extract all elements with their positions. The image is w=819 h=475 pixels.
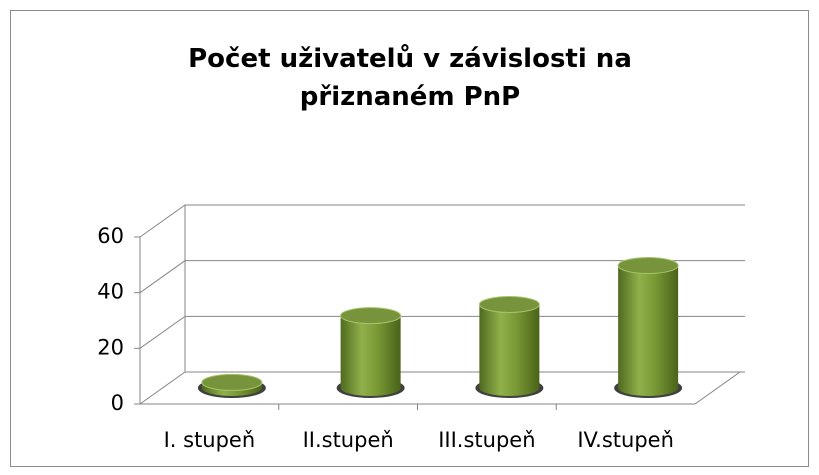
grid-line [139,371,745,405]
bar [479,304,540,396]
x-tick-label: III.stupeň [438,428,535,452]
bar-top [478,296,540,313]
bar [618,265,679,396]
grid-line [139,315,745,349]
y-tick-label: 0 [111,391,124,415]
bar-top [201,373,263,391]
bar-top [617,257,679,275]
bar-top [340,307,402,325]
grid-line [139,204,745,238]
x-tick-label: I. stupeň [164,428,256,452]
y-tick-label: 40 [97,280,124,304]
grid-line [139,260,745,294]
bar [340,315,401,396]
floor-edge [140,371,741,405]
y-tick-label: 60 [97,224,124,248]
x-tick-label: II.stupeň [303,428,394,452]
chart-title: Počet uživatelů v závislosti na přiznané… [188,44,632,112]
x-tick-label: IV.stupeň [577,428,674,452]
y-tick-label: 20 [97,335,124,359]
